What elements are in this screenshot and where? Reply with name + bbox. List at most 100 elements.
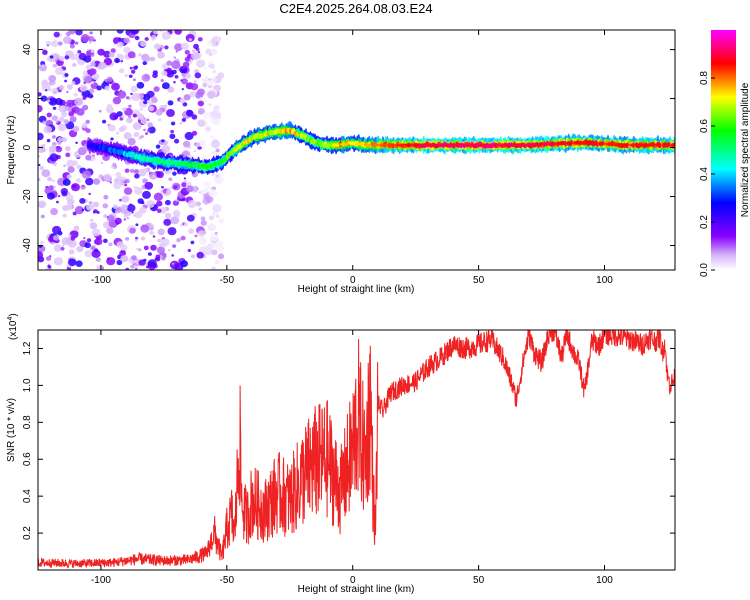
noise-speckle bbox=[64, 73, 69, 77]
noise-speckle bbox=[130, 264, 135, 269]
ridge-core bbox=[404, 143, 413, 147]
noise-speckle bbox=[116, 30, 124, 34]
noise-speckle bbox=[184, 179, 188, 183]
noise-speckle bbox=[85, 177, 94, 186]
ridge-core bbox=[557, 141, 566, 146]
noise-speckle bbox=[45, 40, 52, 46]
noise-speckle bbox=[94, 238, 103, 246]
noise-speckle bbox=[193, 150, 196, 153]
noise-speckle bbox=[132, 113, 137, 118]
noise-speckle bbox=[161, 139, 165, 143]
noise-speckle bbox=[77, 50, 82, 54]
noise-speckle bbox=[61, 237, 71, 246]
noise-speckle bbox=[202, 82, 208, 88]
noise-speckle bbox=[81, 184, 85, 188]
noise-speckle bbox=[85, 169, 89, 172]
chart-title: C2E4.2025.264.08.03.E24 bbox=[279, 1, 432, 16]
noise-speckle bbox=[68, 258, 77, 267]
noise-speckle bbox=[38, 202, 41, 207]
ridge-core bbox=[597, 142, 606, 146]
ridge-core bbox=[428, 143, 437, 147]
noise-speckle bbox=[86, 238, 92, 243]
noise-speckle bbox=[139, 40, 147, 47]
noise-speckle bbox=[141, 73, 151, 82]
x-tick-label: 0 bbox=[350, 275, 356, 286]
noise-speckle bbox=[123, 214, 128, 218]
noise-speckle bbox=[128, 104, 132, 108]
noise-speckle bbox=[84, 250, 93, 258]
noise-speckle bbox=[69, 116, 77, 123]
noise-speckle bbox=[75, 178, 81, 183]
y-tick-label: 0.8 bbox=[22, 415, 33, 429]
noise-speckle bbox=[196, 251, 204, 259]
noise-speckle bbox=[60, 188, 68, 195]
noise-speckle bbox=[58, 41, 63, 46]
noise-speckle bbox=[213, 105, 220, 112]
noise-speckle bbox=[183, 177, 186, 180]
noise-speckle bbox=[160, 79, 164, 82]
noise-speckle bbox=[131, 211, 134, 214]
noise-speckle bbox=[179, 258, 184, 262]
noise-speckle bbox=[174, 138, 180, 144]
noise-speckle bbox=[106, 257, 116, 266]
noise-speckle bbox=[53, 163, 57, 167]
noise-speckle bbox=[96, 85, 102, 91]
noise-speckle bbox=[103, 194, 109, 200]
noise-speckle bbox=[81, 122, 88, 129]
noise-speckle bbox=[114, 217, 122, 225]
noise-speckle bbox=[166, 190, 170, 194]
noise-speckle bbox=[127, 137, 136, 146]
noise-speckle bbox=[82, 70, 88, 76]
noise-speckle bbox=[55, 120, 59, 124]
noise-speckle bbox=[172, 200, 180, 206]
noise-speckle bbox=[212, 212, 215, 215]
colorbar: 0.0 0.2 0.4 0.6 0.8 Normalized spectral ampl… bbox=[699, 30, 750, 277]
noise-speckle bbox=[73, 225, 80, 231]
noise-speckle bbox=[210, 151, 214, 155]
noise-speckle bbox=[120, 255, 129, 263]
noise-speckle bbox=[69, 43, 75, 49]
noise-speckle bbox=[67, 198, 75, 206]
noise-speckle bbox=[53, 31, 60, 38]
noise-speckle bbox=[155, 144, 161, 149]
noise-speckle bbox=[59, 33, 63, 37]
noise-speckle bbox=[103, 214, 108, 218]
noise-speckle bbox=[190, 254, 196, 259]
ridge-core bbox=[460, 143, 469, 147]
noise-speckle bbox=[210, 48, 218, 56]
noise-speckle bbox=[157, 238, 162, 243]
noise-speckle bbox=[134, 187, 143, 195]
noise-speckle bbox=[42, 144, 46, 147]
noise-speckle bbox=[98, 109, 102, 113]
noise-speckle bbox=[44, 79, 47, 82]
noise-speckle bbox=[172, 171, 177, 176]
noise-speckle bbox=[135, 223, 139, 226]
noise-speckle bbox=[80, 34, 90, 43]
noise-speckle bbox=[121, 195, 130, 203]
noise-speckle bbox=[70, 236, 75, 241]
noise-speckle bbox=[218, 218, 225, 224]
noise-speckle bbox=[58, 116, 65, 123]
noise-speckle bbox=[146, 90, 155, 98]
noise-speckle bbox=[135, 247, 139, 251]
snr-frame bbox=[37, 329, 676, 571]
noise-speckle bbox=[65, 146, 71, 152]
noise-speckle bbox=[131, 69, 136, 74]
noise-speckle bbox=[63, 36, 72, 44]
noise-speckle bbox=[46, 256, 52, 261]
noise-speckle bbox=[38, 92, 42, 97]
noise-speckle bbox=[172, 244, 177, 248]
noise-speckle bbox=[184, 73, 192, 79]
noise-speckle bbox=[40, 95, 48, 102]
noise-speckle bbox=[125, 267, 130, 270]
noise-speckle bbox=[38, 63, 47, 72]
noise-speckle bbox=[81, 208, 85, 212]
noise-speckle bbox=[119, 250, 126, 257]
noise-speckle bbox=[114, 166, 117, 169]
noise-speckle bbox=[157, 118, 162, 122]
noise-speckle bbox=[188, 38, 192, 42]
noise-speckle bbox=[90, 53, 95, 57]
spectrogram-panel: -100 -50 0 50 100 -40 -20 0 20 40 Height of strai… bbox=[6, 29, 676, 295]
noise-speckle bbox=[148, 105, 155, 112]
noise-speckle bbox=[181, 88, 184, 91]
